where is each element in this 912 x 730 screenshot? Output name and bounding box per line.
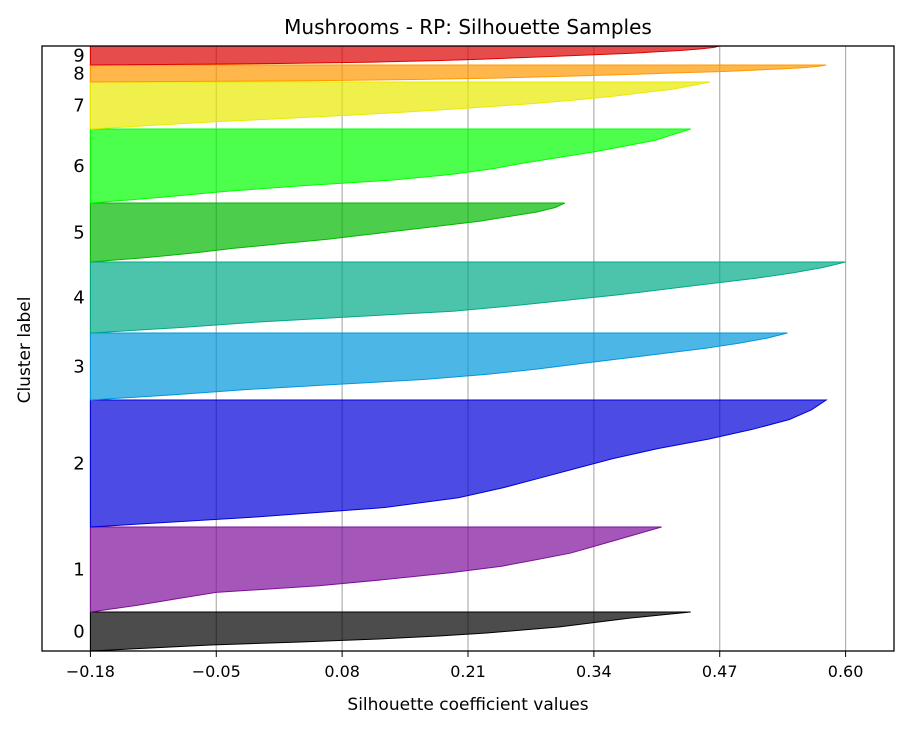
- cluster-label-3: 3: [73, 357, 84, 378]
- x-axis-ticks: −0.18 −0.05 0.08 0.21 0.34 0.47 0.60: [66, 651, 864, 681]
- y-axis-label: Cluster label: [15, 297, 35, 404]
- chart-title: Mushrooms - RP: Silhouette Samples: [284, 15, 652, 39]
- cluster-label-1: 1: [73, 560, 84, 581]
- x-tick-label: 0.08: [324, 662, 360, 681]
- cluster-label-4: 4: [73, 288, 84, 309]
- cluster-silhouettes: [89, 45, 846, 652]
- plot-frame: [41, 45, 895, 652]
- cluster-label-7: 7: [73, 96, 84, 117]
- cluster-label-0: 0: [73, 622, 84, 643]
- cluster-7-silhouette: [89, 81, 711, 130]
- cluster-labels: 0 1 2 3 4 5 6 7 89: [73, 46, 84, 643]
- x-tick-label: 0.60: [828, 662, 864, 681]
- x-tick-label: −0.05: [192, 662, 241, 681]
- cluster-label-2: 2: [73, 454, 84, 475]
- cluster-3-silhouette: [89, 332, 788, 401]
- cluster-label-5: 5: [73, 223, 84, 244]
- cluster-5-silhouette: [89, 202, 566, 263]
- cluster-6-silhouette: [89, 128, 691, 204]
- cluster-2-silhouette: [89, 399, 828, 528]
- cluster-label-9: 9: [73, 46, 84, 67]
- cluster-9-silhouette: [89, 45, 720, 66]
- cluster-8-silhouette: [89, 64, 827, 83]
- cluster-1-silhouette: [89, 526, 662, 613]
- cluster-4-silhouette: [89, 261, 846, 334]
- x-tick-label: 0.34: [576, 662, 612, 681]
- x-tick-label: 0.47: [702, 662, 738, 681]
- x-tick-label: −0.18: [66, 662, 115, 681]
- cluster-0-silhouette: [89, 611, 691, 652]
- cluster-label-6: 6: [73, 156, 84, 177]
- cluster-label-8: 8: [73, 64, 84, 85]
- x-tick-label: 0.21: [450, 662, 486, 681]
- x-axis-label: Silhouette coefficient values: [347, 695, 588, 715]
